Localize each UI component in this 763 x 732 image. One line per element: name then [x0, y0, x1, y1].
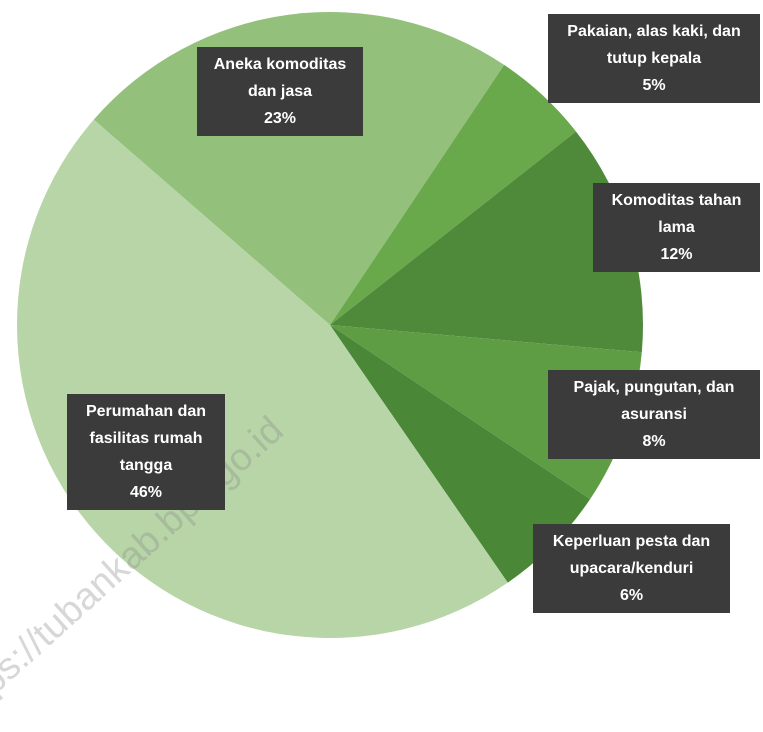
page: {"chart_data": {"type": "pie", "categori… — [0, 12, 760, 732]
data-label: Pajak, pungutan, dan asuransi 8% — [548, 370, 760, 459]
label-name: Komoditas tahan lama — [611, 192, 742, 236]
label-value: 6% — [619, 587, 644, 604]
pie-slice — [330, 131, 643, 353]
label-name: Pakaian, alas kaki, dan tutup kepala — [567, 23, 741, 67]
label-name: Keperluan pesta dan upacara/kenduri — [552, 533, 711, 577]
data-label: Pakaian, alas kaki, dan tutup kepala 5% — [548, 14, 760, 103]
pie-slice — [330, 64, 576, 326]
label-value: 23% — [263, 110, 297, 127]
label-value: 12% — [660, 246, 693, 263]
label-name: Perumahan dan fasilitas rumah tangga — [85, 403, 207, 474]
label-value: 5% — [642, 77, 666, 94]
label-value: 46% — [129, 484, 163, 501]
pie-slice — [93, 12, 505, 326]
label-name: Pajak, pungutan, dan asuransi — [573, 379, 735, 423]
pie-slice — [330, 325, 591, 583]
data-label: Aneka komoditas dan jasa 23% — [197, 47, 363, 136]
label-name: Aneka komoditas dan jasa — [213, 56, 347, 100]
label-value: 8% — [642, 433, 666, 450]
data-label: Perumahan dan fasilitas rumah tangga 46% — [67, 394, 225, 510]
data-label: Keperluan pesta dan upacara/kenduri 6% — [533, 524, 730, 613]
data-label: Komoditas tahan lama 12% — [593, 183, 760, 272]
